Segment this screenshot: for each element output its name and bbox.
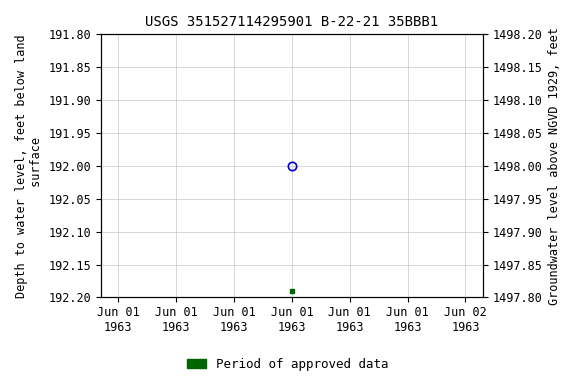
Legend: Period of approved data: Period of approved data [183, 353, 393, 376]
Title: USGS 351527114295901 B-22-21 35BBB1: USGS 351527114295901 B-22-21 35BBB1 [145, 15, 438, 29]
Y-axis label: Depth to water level, feet below land
 surface: Depth to water level, feet below land su… [15, 34, 43, 298]
Y-axis label: Groundwater level above NGVD 1929, feet: Groundwater level above NGVD 1929, feet [548, 27, 561, 305]
